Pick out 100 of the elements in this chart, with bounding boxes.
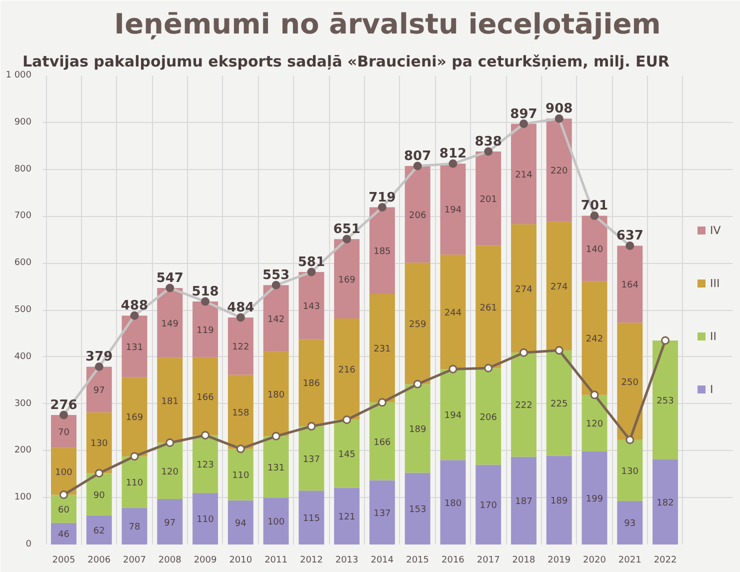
data-label: 180: [267, 390, 285, 400]
data-label: 166: [374, 438, 392, 448]
data-label: 719: [368, 190, 396, 206]
bar: [263, 436, 289, 498]
data-label: 189: [408, 424, 426, 435]
bar: [334, 420, 360, 488]
data-label: 143: [302, 302, 320, 312]
bar: [157, 442, 183, 500]
data-label: 158: [232, 408, 250, 418]
chart-title: Ieņēmumi no ārvalstu ieceļotājiem: [114, 8, 661, 40]
data-label: 214: [515, 170, 533, 180]
data-label: 110: [196, 515, 214, 526]
data-label: 242: [586, 334, 604, 345]
data-label: 547: [156, 270, 184, 286]
data-label: 169: [126, 413, 144, 424]
x-tick-label: 2016: [442, 556, 465, 566]
point: [272, 432, 280, 440]
point: [448, 364, 458, 374]
data-label: 149: [161, 319, 179, 330]
point: [590, 390, 599, 400]
bar: [582, 451, 608, 544]
data-label: 120: [161, 467, 179, 478]
x-tick-label: 2019: [548, 556, 571, 566]
data-label: 131: [267, 463, 285, 474]
chart-subtitle: Latvijas pakalpojumu eksports sadaļā «Braucieni» pa ceturkšņiem, milj. EUR: [22, 52, 670, 70]
bar: [298, 490, 324, 544]
x-tick-label: 2022: [654, 556, 677, 566]
bar: [369, 480, 395, 544]
bar: [617, 440, 643, 501]
bar: [369, 402, 395, 480]
bar: [404, 384, 430, 473]
y-tick-label: 100: [14, 492, 32, 503]
data-label: 46: [58, 530, 70, 540]
bar: [228, 500, 254, 544]
data-label: 170: [480, 501, 498, 512]
data-label: 140: [586, 245, 604, 256]
bar: [157, 499, 183, 544]
bar: [546, 456, 572, 544]
point: [519, 348, 528, 357]
data-label: 62: [93, 526, 105, 536]
bar: [263, 285, 289, 352]
y-tick-label: 800: [14, 164, 32, 174]
legend-label: I: [710, 382, 714, 396]
point: [661, 336, 670, 345]
bar: [404, 262, 430, 384]
data-label: 131: [126, 342, 144, 353]
bar: [86, 473, 112, 516]
data-label: 651: [333, 222, 360, 238]
x-tick-label: 2018: [512, 556, 536, 566]
bar: [617, 322, 643, 440]
data-label: 186: [302, 379, 320, 390]
bar: [263, 498, 289, 544]
data-label: 379: [86, 350, 113, 365]
data-label: 253: [656, 396, 674, 406]
bar: [510, 124, 536, 224]
point: [130, 452, 139, 461]
bar: [404, 472, 430, 544]
data-label: 100: [267, 518, 285, 528]
y-tick-label: 200: [14, 446, 32, 456]
data-label: 807: [404, 149, 432, 164]
x-tick-label: 2015: [406, 556, 430, 566]
y-tick-label: 500: [14, 305, 32, 315]
bar: [546, 222, 572, 350]
bar: [440, 254, 466, 370]
data-label: 194: [444, 206, 462, 216]
point: [554, 346, 564, 355]
bar: [50, 448, 76, 495]
data-label: 60: [58, 505, 70, 516]
x-tick-label: 2021: [618, 556, 642, 566]
data-label: 637: [616, 228, 644, 244]
bar: [440, 369, 466, 460]
data-label: 199: [586, 494, 604, 504]
bar: [510, 224, 536, 353]
data-label: 97: [164, 518, 176, 528]
data-label: 488: [120, 298, 148, 314]
data-label: 220: [550, 166, 568, 177]
bar: [122, 377, 148, 456]
point: [307, 422, 316, 431]
bar: [546, 350, 572, 456]
data-label: 137: [302, 454, 320, 465]
data-label: 169: [338, 275, 356, 286]
data-label: 123: [196, 460, 214, 471]
bar: [440, 164, 466, 255]
x-tick-label: 2011: [264, 556, 288, 566]
bar: [122, 456, 148, 508]
data-label: 194: [444, 411, 462, 422]
data-label: 145: [338, 450, 356, 460]
bar: [617, 246, 643, 323]
legend-label: IV: [710, 224, 722, 236]
data-label: 115: [302, 514, 320, 524]
data-label: 838: [474, 134, 502, 150]
bar: [192, 302, 218, 358]
data-label: 164: [621, 280, 639, 291]
data-label: 231: [374, 344, 391, 355]
bar: [369, 207, 395, 294]
x-tick-label: 2010: [229, 556, 252, 566]
point: [342, 416, 352, 424]
bar: [546, 118, 572, 222]
x-tick-label: 2008: [158, 556, 182, 566]
point: [236, 444, 245, 454]
